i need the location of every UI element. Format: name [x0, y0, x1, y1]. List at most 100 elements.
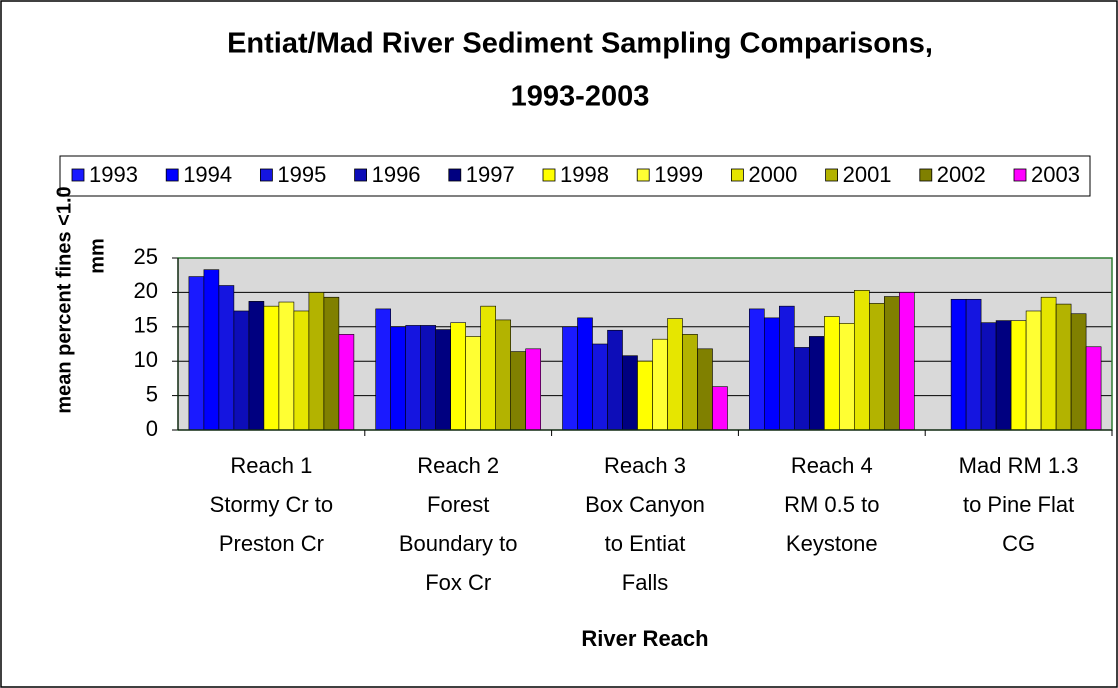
- chart-title: Entiat/Mad River Sediment Sampling Compa…: [227, 28, 933, 60]
- legend-label: 1997: [466, 162, 515, 187]
- bar: [778, 305, 795, 431]
- x-tick-label: Reach 2: [417, 453, 499, 478]
- bar: [853, 290, 870, 431]
- bar: [607, 329, 623, 431]
- bar: [1040, 296, 1057, 431]
- bar: [950, 298, 967, 431]
- bar: [233, 310, 250, 431]
- legend-label: 1994: [183, 162, 232, 187]
- legend-label: 1995: [277, 162, 326, 187]
- bar: [263, 305, 280, 431]
- bar: [980, 322, 997, 431]
- legend-swatch: [1013, 168, 1027, 182]
- bar: [622, 355, 638, 431]
- bar: [435, 329, 452, 431]
- bar: [323, 296, 340, 431]
- x-axis-title: River Reach: [581, 626, 708, 651]
- bar: [808, 336, 825, 431]
- legend-label: 1998: [560, 162, 609, 187]
- legend-label: 2001: [843, 162, 892, 187]
- bar: [308, 292, 325, 431]
- bar: [293, 310, 310, 431]
- legend-swatch: [919, 168, 933, 182]
- bar: [577, 317, 593, 431]
- bar: [1070, 313, 1087, 431]
- bar: [823, 316, 840, 431]
- bar: [248, 301, 265, 431]
- x-tick-label: Preston Cr: [219, 531, 324, 556]
- x-tick-label: Mad RM 1.3: [959, 453, 1079, 478]
- legend-swatch: [448, 168, 462, 182]
- x-tick-label: Box Canyon: [585, 492, 705, 517]
- x-tick-label: Stormy Cr to: [210, 492, 333, 517]
- x-tick-label: Forest: [427, 492, 489, 517]
- bar: [562, 326, 578, 431]
- bar: [405, 325, 422, 431]
- bar: [450, 322, 467, 431]
- y-axis-title: mm: [86, 238, 108, 274]
- bar: [338, 334, 355, 431]
- y-tick-label: 10: [134, 347, 158, 372]
- x-tick-label: Reach 3: [604, 453, 686, 478]
- bar: [390, 326, 407, 431]
- bar: [1025, 310, 1042, 431]
- bar: [1010, 320, 1027, 431]
- legend-swatch: [825, 168, 838, 182]
- x-tick-label: Reach 4: [791, 453, 873, 478]
- legend-swatch: [165, 168, 179, 182]
- legend-label: 2002: [937, 162, 986, 187]
- legend-swatch: [71, 168, 85, 182]
- x-tick-label: CG: [1002, 531, 1035, 556]
- y-tick-label: 20: [134, 278, 158, 303]
- y-tick-label: 15: [134, 313, 158, 338]
- x-tick-label: Fox Cr: [425, 570, 491, 595]
- bar: [203, 269, 220, 431]
- bar: [682, 334, 698, 431]
- bar: [495, 319, 512, 431]
- bar: [965, 298, 982, 431]
- legend-box: [59, 155, 1091, 197]
- x-tick-label: Keystone: [786, 531, 878, 556]
- y-axis-title: mean percent fines <1.0: [53, 186, 75, 413]
- bar: [420, 325, 437, 431]
- y-tick-label: 0: [146, 416, 158, 441]
- legend-label: 1993: [89, 162, 138, 187]
- x-tick-label: Falls: [622, 570, 668, 595]
- bar: [637, 360, 653, 431]
- legend-swatch: [542, 168, 556, 182]
- x-tick-label: Boundary to: [399, 531, 518, 556]
- bar: [712, 386, 728, 431]
- legend-swatch: [354, 168, 368, 182]
- legend-label: 2000: [748, 162, 797, 187]
- bar: [748, 308, 765, 431]
- bar: [465, 336, 482, 431]
- legend-swatch: [636, 168, 650, 182]
- bar: [667, 318, 683, 431]
- bar: [995, 320, 1012, 431]
- bar: [592, 343, 608, 431]
- bar: [1085, 346, 1102, 431]
- bar: [188, 276, 205, 431]
- bar: [1055, 303, 1072, 431]
- bar: [793, 347, 810, 431]
- bar: [375, 308, 392, 431]
- x-tick-label: to Entiat: [605, 531, 686, 556]
- bar: [697, 348, 713, 431]
- legend-label: 1996: [372, 162, 421, 187]
- x-tick-label: Reach 1: [230, 453, 312, 478]
- bar: [868, 303, 885, 431]
- legend-swatch: [259, 168, 273, 182]
- bar: [838, 323, 855, 431]
- legend-label: 1999: [654, 162, 703, 187]
- x-tick-label: RM 0.5 to: [784, 492, 879, 517]
- x-tick-label: to Pine Flat: [963, 492, 1074, 517]
- legend-label: 2003: [1031, 162, 1080, 187]
- legend-swatch: [731, 168, 744, 182]
- bar: [898, 292, 915, 431]
- bar: [883, 296, 900, 431]
- bar: [480, 305, 497, 431]
- bar: [763, 317, 780, 431]
- bar: [510, 351, 527, 431]
- bar: [525, 348, 542, 431]
